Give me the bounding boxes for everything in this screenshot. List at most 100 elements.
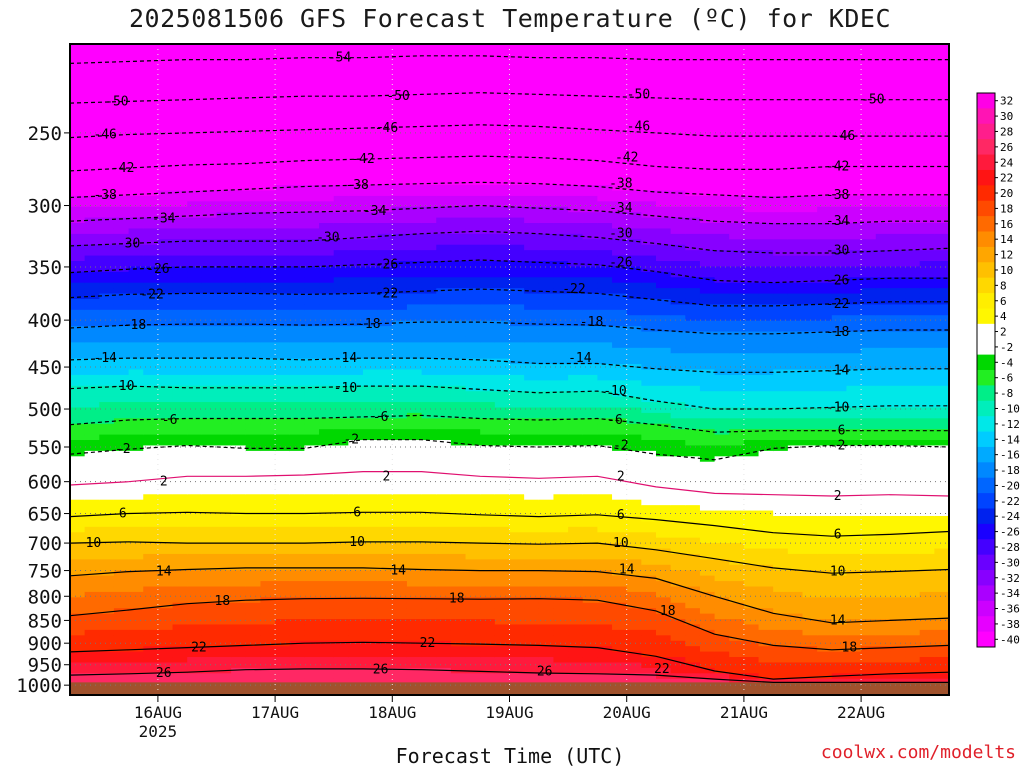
shade-cell: [333, 315, 349, 322]
shade-cell: [436, 288, 452, 295]
shade-cell: [509, 461, 525, 468]
shade-cell: [201, 114, 218, 121]
shade-cell: [480, 288, 496, 295]
shade-cell: [172, 570, 188, 577]
shade-cell: [128, 402, 144, 409]
shade-cell: [392, 223, 408, 230]
shade-cell: [626, 640, 642, 647]
shade-cell: [201, 559, 218, 566]
shade-cell: [480, 586, 496, 593]
shade-cell: [406, 456, 423, 463]
shade-cell: [333, 483, 349, 490]
shade-cell: [304, 271, 320, 278]
shade-cell: [524, 499, 540, 506]
shade-cell: [641, 261, 657, 268]
shade-cell: [656, 396, 672, 403]
shade-cell: [363, 429, 379, 436]
shade-cell: [304, 608, 320, 615]
shade-cell: [421, 559, 437, 566]
shade-cell: [377, 613, 393, 620]
shade-cell: [406, 136, 423, 143]
shade-cell: [656, 608, 672, 615]
shade-cell: [377, 347, 393, 354]
shade-cell: [187, 619, 203, 626]
shade-cell: [524, 304, 540, 311]
shade-cell: [260, 266, 276, 273]
shade-cell: [260, 559, 276, 566]
shade-cell: [363, 570, 379, 577]
shade-cell: [406, 624, 423, 631]
shade-cell: [128, 423, 144, 430]
shade-cell: [641, 174, 657, 181]
shade-cell: [656, 640, 672, 647]
shade-cell: [70, 125, 86, 132]
shade-cell: [157, 60, 174, 67]
shade-cell: [450, 374, 467, 381]
shade-cell: [392, 646, 408, 653]
shade-cell: [113, 407, 130, 414]
shade-cell: [245, 255, 262, 262]
shade-cell: [143, 87, 159, 94]
shade-cell: [465, 163, 481, 170]
shade-cell: [216, 233, 232, 240]
shade-cell: [187, 667, 203, 674]
shade-cell: [436, 472, 452, 479]
shade-cell: [494, 543, 511, 550]
shade-cell: [333, 228, 349, 235]
shade-cell: [304, 499, 320, 506]
shade-cell: [450, 450, 467, 457]
shade-cell: [363, 678, 379, 685]
shade-cell: [641, 597, 657, 604]
shade-cell: [538, 646, 555, 653]
shade-cell: [187, 87, 203, 94]
shade-cell: [157, 309, 174, 316]
shade-cell: [597, 261, 613, 268]
shade-cell: [157, 288, 174, 295]
shade-cell: [597, 391, 613, 398]
shade-cell: [612, 261, 628, 268]
shade-cell: [626, 277, 642, 284]
shade-cell: [70, 239, 86, 246]
shade-cell: [553, 315, 569, 322]
shade-cell: [289, 130, 305, 137]
shade-cell: [612, 141, 628, 148]
shade-cell: [450, 244, 467, 251]
shade-cell: [319, 185, 335, 192]
shade-cell: [524, 407, 540, 414]
shade-cell: [612, 445, 628, 452]
shade-cell: [245, 423, 262, 430]
shade-cell: [524, 315, 540, 322]
shade-cell: [348, 174, 364, 181]
shade-cell: [626, 250, 642, 257]
shade-cell: [421, 440, 437, 447]
shade-cell: [538, 293, 555, 300]
shade-cell: [348, 223, 364, 230]
shade-cell: [289, 478, 305, 485]
shade-cell: [626, 223, 642, 230]
shade-cell: [377, 640, 393, 647]
shade-cell: [99, 537, 115, 544]
shade-cell: [538, 255, 555, 262]
shade-cell: [465, 103, 481, 110]
shade-cell: [216, 559, 232, 566]
shade-cell: [641, 304, 657, 311]
shade-cell: [450, 494, 467, 501]
shade-cell: [70, 651, 86, 658]
shade-cell: [172, 450, 188, 457]
shade-cell: [99, 147, 115, 154]
shade-cell: [421, 391, 437, 398]
shade-cell: [333, 103, 349, 110]
shade-cell: [143, 521, 159, 528]
shade-cell: [538, 532, 555, 539]
shade-cell: [494, 288, 511, 295]
shade-cell: [597, 277, 613, 284]
shade-cell: [480, 147, 496, 154]
shade-cell: [406, 141, 423, 148]
shade-cell: [260, 201, 276, 208]
shade-cell: [216, 505, 232, 512]
shade-cell: [421, 336, 437, 343]
shade-cell: [553, 521, 569, 528]
shade-cell: [494, 374, 511, 381]
shade-cell: [377, 450, 393, 457]
shade-cell: [172, 657, 188, 664]
